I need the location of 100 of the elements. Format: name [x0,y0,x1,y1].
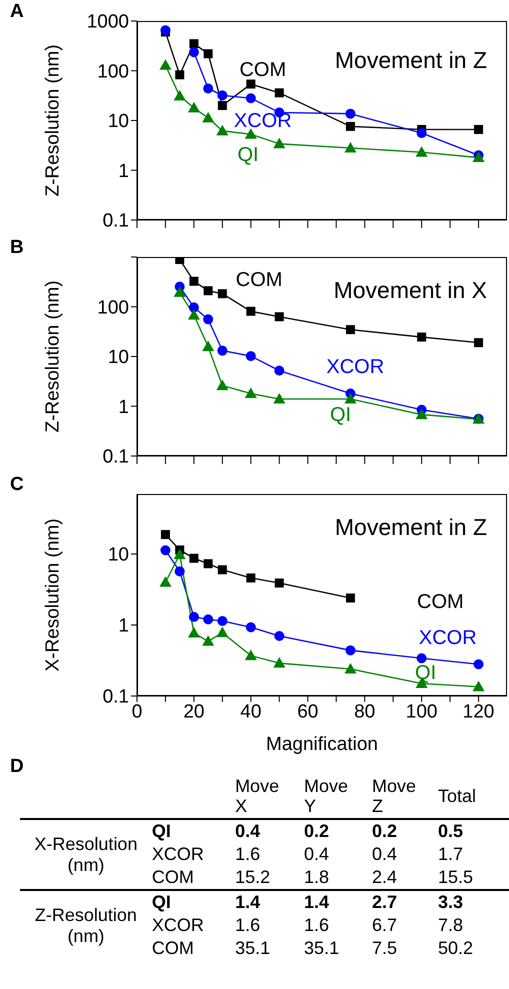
text: B [10,237,24,259]
data-label: 50.2 [438,937,509,960]
point [273,657,286,668]
point [189,554,198,563]
data-label: 15.5 [438,866,509,890]
y-tick-label: 1 [118,396,129,418]
point [174,548,186,560]
series-label: QI [415,662,436,685]
series-label: QI [330,404,352,428]
series-label: XCOR [326,356,384,380]
point [203,314,214,324]
data-label: 0.2 [372,819,438,843]
point [203,83,214,94]
y-axis-title: X-Resolution (nm) [42,518,64,672]
series-label: COM [239,58,286,82]
x-tick-label: Move Y [304,776,350,816]
data-label: 2.4 [372,866,438,890]
x-tick-label: 100 [406,701,438,722]
text: X-Resolution (nm) [33,832,138,877]
y-tick-label: 10 [108,111,129,132]
point [474,124,484,134]
x-tick-label: 60 [297,701,318,722]
point [159,576,172,587]
point [472,680,485,692]
point [160,25,170,36]
y-tick-label: 10 [108,544,129,566]
text: Z-Resolution (nm) [34,904,138,948]
series-label: QI [237,144,259,168]
data-label: 7.5 [372,937,438,960]
data-label: 2.7 [372,890,438,914]
point [416,146,428,157]
point [274,366,284,376]
point [159,59,172,70]
text: COM [417,591,464,614]
y-tick-label: 100 [97,297,129,318]
point [188,612,199,622]
point [218,289,227,298]
point [160,530,170,540]
x-tick-label: Total [438,786,477,806]
y-tick-label: 10 [108,347,129,368]
point [218,101,227,110]
text: Movement in Z [334,46,487,74]
point [346,325,355,334]
series-label: COM [236,268,282,292]
x-tick-label: 80 [354,701,376,722]
point [246,573,256,582]
data-label: 1.7 [438,843,509,866]
point [188,102,200,112]
point [188,309,200,320]
point [204,286,213,296]
y-axis-title: Z-Resolution (nm) [42,44,64,197]
point [160,545,170,556]
data-label: 1.4 [235,890,304,914]
x-axis-title: Magnification [266,734,378,755]
series-label: XCOR [418,627,477,650]
text: A [10,1,24,23]
point [188,302,199,312]
point [246,306,256,316]
point [274,578,284,588]
point [202,635,214,646]
data-label: 0.4 [304,843,372,866]
x-tick-label: 40 [240,701,262,722]
point [246,80,256,89]
point [417,332,426,342]
point [216,124,228,136]
text: C [10,474,24,496]
data-label: 3.3 [438,890,509,914]
point [244,650,257,660]
series-label: XCOR [234,110,292,134]
point [204,49,213,58]
point [246,93,256,104]
point [174,566,185,576]
point [188,47,199,58]
point [217,616,228,626]
y-tick-label: 100 [97,61,129,82]
data-label: 1.4 [304,890,372,914]
point [273,392,286,404]
y-axis-title: Z-Resolution (nm) [42,280,64,433]
point [174,90,186,101]
point [345,108,356,119]
y-tick-label: XCOR [152,843,205,866]
data-label: 7.8 [438,914,509,937]
data-label: 1.6 [235,843,304,866]
point [474,659,484,670]
point [416,128,427,138]
point [202,112,214,122]
y-tick-label: QI [152,820,172,843]
data-label: 0.4 [235,819,304,843]
point [344,392,356,404]
point [344,663,356,674]
data-label: 15.2 [235,866,304,890]
text: D [9,756,25,777]
text: Movement in Z [334,514,487,542]
y-tick-label: XCOR [152,914,205,937]
point [416,653,427,664]
point [216,626,228,638]
data-label: 6.7 [372,914,438,937]
x-tick-label: 120 [462,701,494,722]
y-tick-label: 0.1 [102,686,129,708]
data-label: 35.1 [235,937,304,960]
